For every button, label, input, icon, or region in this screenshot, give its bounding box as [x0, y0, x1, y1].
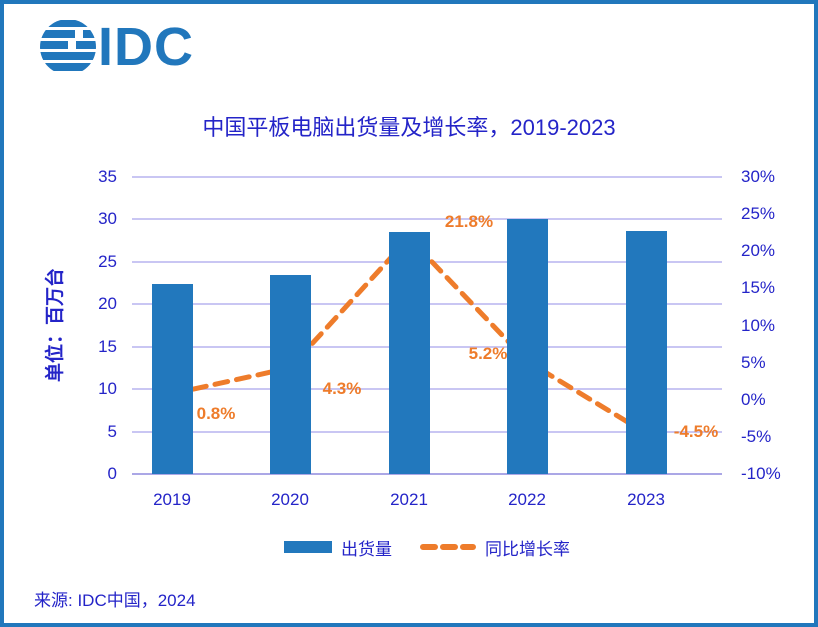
legend: 出货量 同比增长率 — [132, 535, 722, 559]
right-axis-tick-25: 25% — [741, 204, 776, 224]
bar-2019 — [151, 283, 193, 474]
legend-item-growth: 同比增长率 — [420, 535, 570, 560]
bar-2021 — [388, 232, 430, 474]
idc-logo-text: IDC — [98, 17, 194, 77]
x-axis-label-2021: 2021 — [390, 490, 428, 509]
bar-2020 — [269, 275, 311, 474]
right-axis-tick--10: -10% — [741, 464, 781, 483]
left-axis-tick-25: 25 — [98, 251, 117, 271]
x-axis-label-2019: 2019 — [153, 490, 191, 509]
legend-label-shipments: 出货量 — [341, 539, 392, 559]
x-axis-label-2020: 2020 — [271, 490, 309, 509]
legend-label-growth: 同比增长率 — [485, 539, 570, 559]
bar-2022 — [506, 219, 548, 474]
left-axis-tick-0: 0 — [107, 464, 117, 483]
left-axis-tick-10: 10 — [98, 379, 117, 399]
left-axis-tick-30: 30 — [98, 209, 117, 229]
right-axis-tick--5: -5% — [741, 426, 772, 446]
x-axis-label-2023: 2023 — [627, 490, 665, 509]
right-axis-tick-0: 0% — [741, 389, 766, 409]
gridline-0 — [132, 473, 722, 475]
growth-value-label-2023: -4.5% — [673, 422, 719, 442]
right-axis-tick-5: 5% — [741, 352, 766, 372]
left-axis-tick-35: 35 — [98, 167, 117, 186]
right-axis-tick-30: 30% — [741, 167, 776, 186]
left-axis-tick-20: 20 — [98, 294, 117, 314]
gridline-30 — [132, 218, 722, 221]
left-axis-tick-5: 5 — [107, 421, 117, 441]
growth-value-label-2019: 0.8% — [196, 403, 236, 423]
right-axis-tick-15: 15% — [741, 278, 776, 298]
legend-item-shipments: 出货量 — [284, 535, 392, 560]
chart-title: 中国平板电脑出货量及增长率，2019-2023 — [202, 115, 616, 140]
bar-series-swatch — [284, 541, 332, 553]
growth-value-label-2022: 5.2% — [468, 344, 508, 364]
gridline-35 — [132, 176, 722, 178]
left-axis-tick-15: 15 — [98, 336, 117, 356]
right-axis-tick-10: 10% — [741, 315, 776, 335]
growth-value-label-2020: 4.3% — [322, 378, 362, 398]
idc-globe-icon — [40, 20, 96, 71]
line-series-swatch — [420, 544, 476, 550]
source-note: 来源: IDC中国，2024 — [34, 591, 196, 610]
idc-logo: IDC — [38, 16, 194, 78]
right-axis-tick-20: 20% — [741, 241, 776, 261]
x-axis-label-2022: 2022 — [508, 490, 546, 509]
bar-2023 — [625, 231, 667, 474]
growth-value-label-2021: 21.8% — [444, 211, 494, 231]
